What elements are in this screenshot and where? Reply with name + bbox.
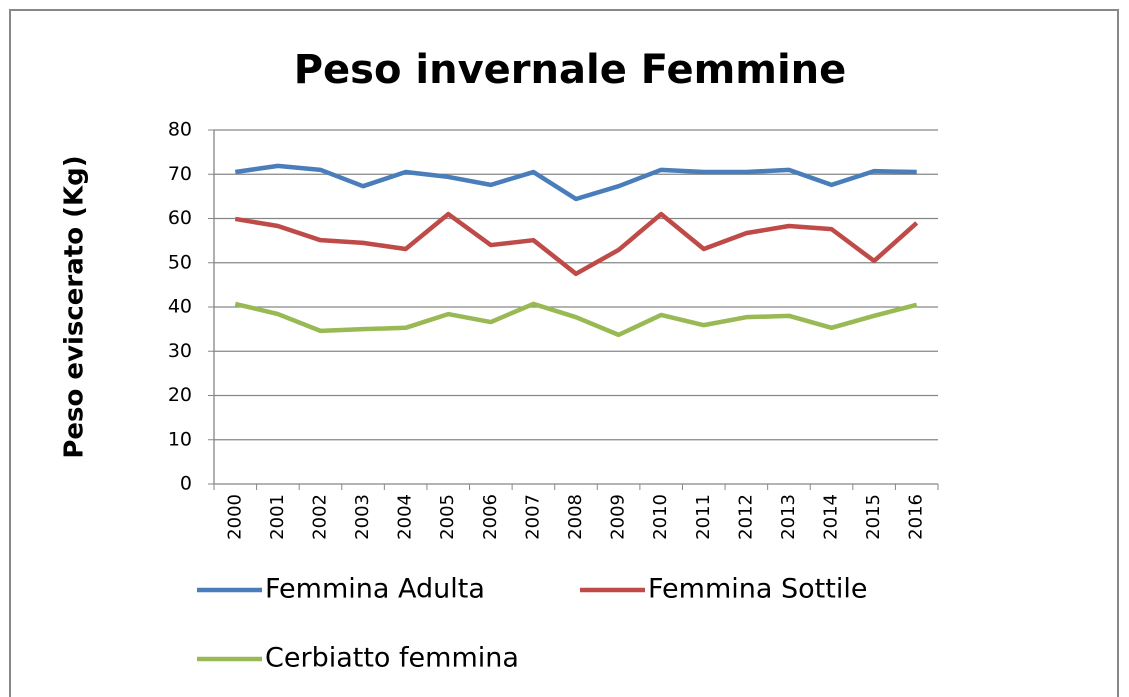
x-tick-label: 2008	[565, 494, 586, 540]
chart-title: Peso invernale Femmine	[294, 47, 847, 93]
x-tick-label: 2014	[821, 494, 842, 540]
series-line	[234, 211, 919, 277]
x-tick-label: 2010	[650, 494, 671, 540]
legend-label: Cerbiatto femmina	[265, 643, 519, 674]
y-tick-label: 50	[168, 251, 192, 273]
x-tick-label: 2011	[693, 494, 714, 540]
x-tick-label: 2009	[608, 494, 629, 540]
y-tick-label: 40	[168, 296, 192, 318]
x-tick-label: 2005	[437, 494, 458, 540]
y-tick-label: 10	[168, 428, 192, 450]
legend-label: Femmina Adulta	[265, 574, 485, 605]
x-tick-label: 2000	[224, 494, 245, 540]
x-tick-label: 2012	[735, 494, 756, 540]
x-tick-label: 2015	[863, 494, 884, 540]
x-tick-label: 2004	[395, 494, 416, 540]
y-tick-label: 30	[168, 340, 192, 362]
series-line	[234, 163, 917, 202]
y-tick-label: 0	[180, 473, 192, 495]
y-tick-label: 70	[168, 163, 192, 185]
x-tick-label: 2002	[309, 494, 330, 540]
y-axis-label: Peso eviscerato (Kg)	[60, 155, 90, 458]
x-tick-label: 2001	[267, 494, 288, 540]
x-tick-label: 2013	[778, 494, 799, 540]
legend-label: Femmina Sottile	[648, 574, 867, 605]
x-tick-label: 2016	[906, 494, 927, 540]
x-tick-label: 2007	[522, 494, 543, 540]
x-tick-label: 2003	[352, 494, 373, 540]
y-tick-label: 20	[168, 384, 192, 406]
x-tick-label: 2006	[480, 494, 501, 540]
y-tick-label: 80	[168, 119, 192, 141]
series-line	[234, 301, 918, 338]
chart-frame	[9, 9, 1119, 697]
y-tick-label: 60	[168, 207, 192, 229]
